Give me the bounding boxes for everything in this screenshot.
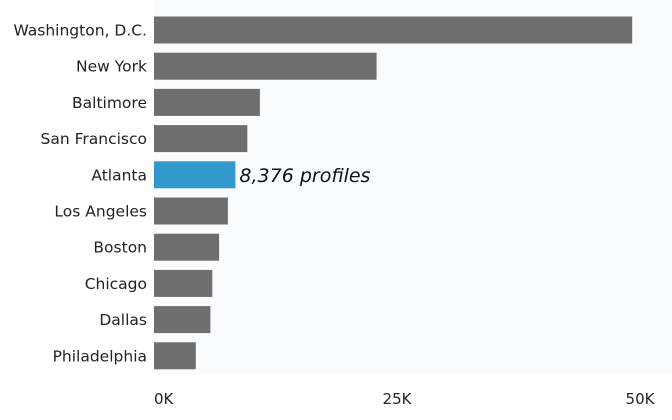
category-label: Baltimore bbox=[72, 94, 147, 112]
category-label: Philadelphia bbox=[53, 347, 147, 365]
bar-chicago bbox=[154, 269, 213, 297]
x-tick-label: 0K bbox=[154, 390, 175, 408]
category-labels: Washington, D.C. New York Baltimore San Fra… bbox=[13, 22, 147, 366]
bar-philadelphia bbox=[154, 342, 196, 370]
category-label: Chicago bbox=[85, 275, 147, 293]
category-label: San Francisco bbox=[41, 130, 147, 148]
x-tick-label: 25K bbox=[383, 390, 413, 408]
bar-los-angeles bbox=[154, 197, 228, 225]
category-label: New York bbox=[76, 58, 147, 76]
bar-new-york bbox=[154, 52, 377, 80]
data-label-highlighted: 8,376 profiles bbox=[239, 165, 370, 187]
category-label: Washington, D.C. bbox=[13, 22, 147, 40]
x-axis-ticks: 0K 25K 50K bbox=[154, 390, 656, 408]
bar-boston bbox=[154, 233, 220, 261]
category-label: Los Angeles bbox=[54, 203, 147, 221]
bar-dallas bbox=[154, 306, 211, 334]
category-label: Boston bbox=[93, 239, 147, 257]
bar-baltimore bbox=[154, 88, 260, 116]
bar-san-francisco bbox=[154, 125, 248, 153]
bars bbox=[154, 16, 633, 370]
bar-atlanta bbox=[154, 161, 236, 189]
category-label: Atlanta bbox=[91, 166, 147, 184]
category-label: Dallas bbox=[99, 311, 147, 329]
bar-washington-d-c bbox=[154, 16, 633, 44]
x-tick-label: 50K bbox=[626, 390, 656, 408]
